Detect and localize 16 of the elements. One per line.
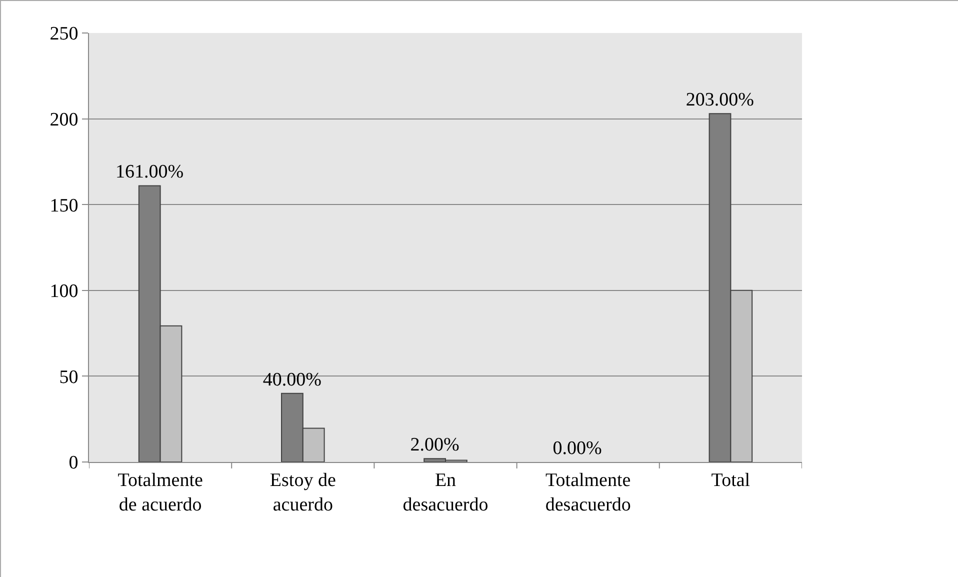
data-label: 2.00%: [410, 434, 460, 456]
y-tick-label: 150: [50, 195, 78, 216]
y-tick-label: 0: [68, 452, 78, 474]
y-tick-label: 200: [50, 109, 78, 130]
y-tick-label: 250: [50, 24, 78, 45]
y-tick-label: 100: [50, 281, 78, 302]
x-tick-label: Totalmente de acuerdo: [118, 470, 203, 516]
x-tick-label: En desacuerdo: [402, 470, 488, 516]
data-label: 40.00%: [262, 369, 322, 390]
data-label: 161.00%: [115, 162, 184, 183]
x-tick-label: Totalmente desacuerdo: [545, 470, 631, 516]
data-label: 0.00%: [552, 438, 602, 459]
x-tick-label: Total: [711, 470, 750, 491]
data-label: 203.00%: [686, 90, 754, 111]
x-tick-label: Estoy de acuerdo: [270, 470, 336, 516]
y-tick-label: 50: [59, 366, 78, 388]
